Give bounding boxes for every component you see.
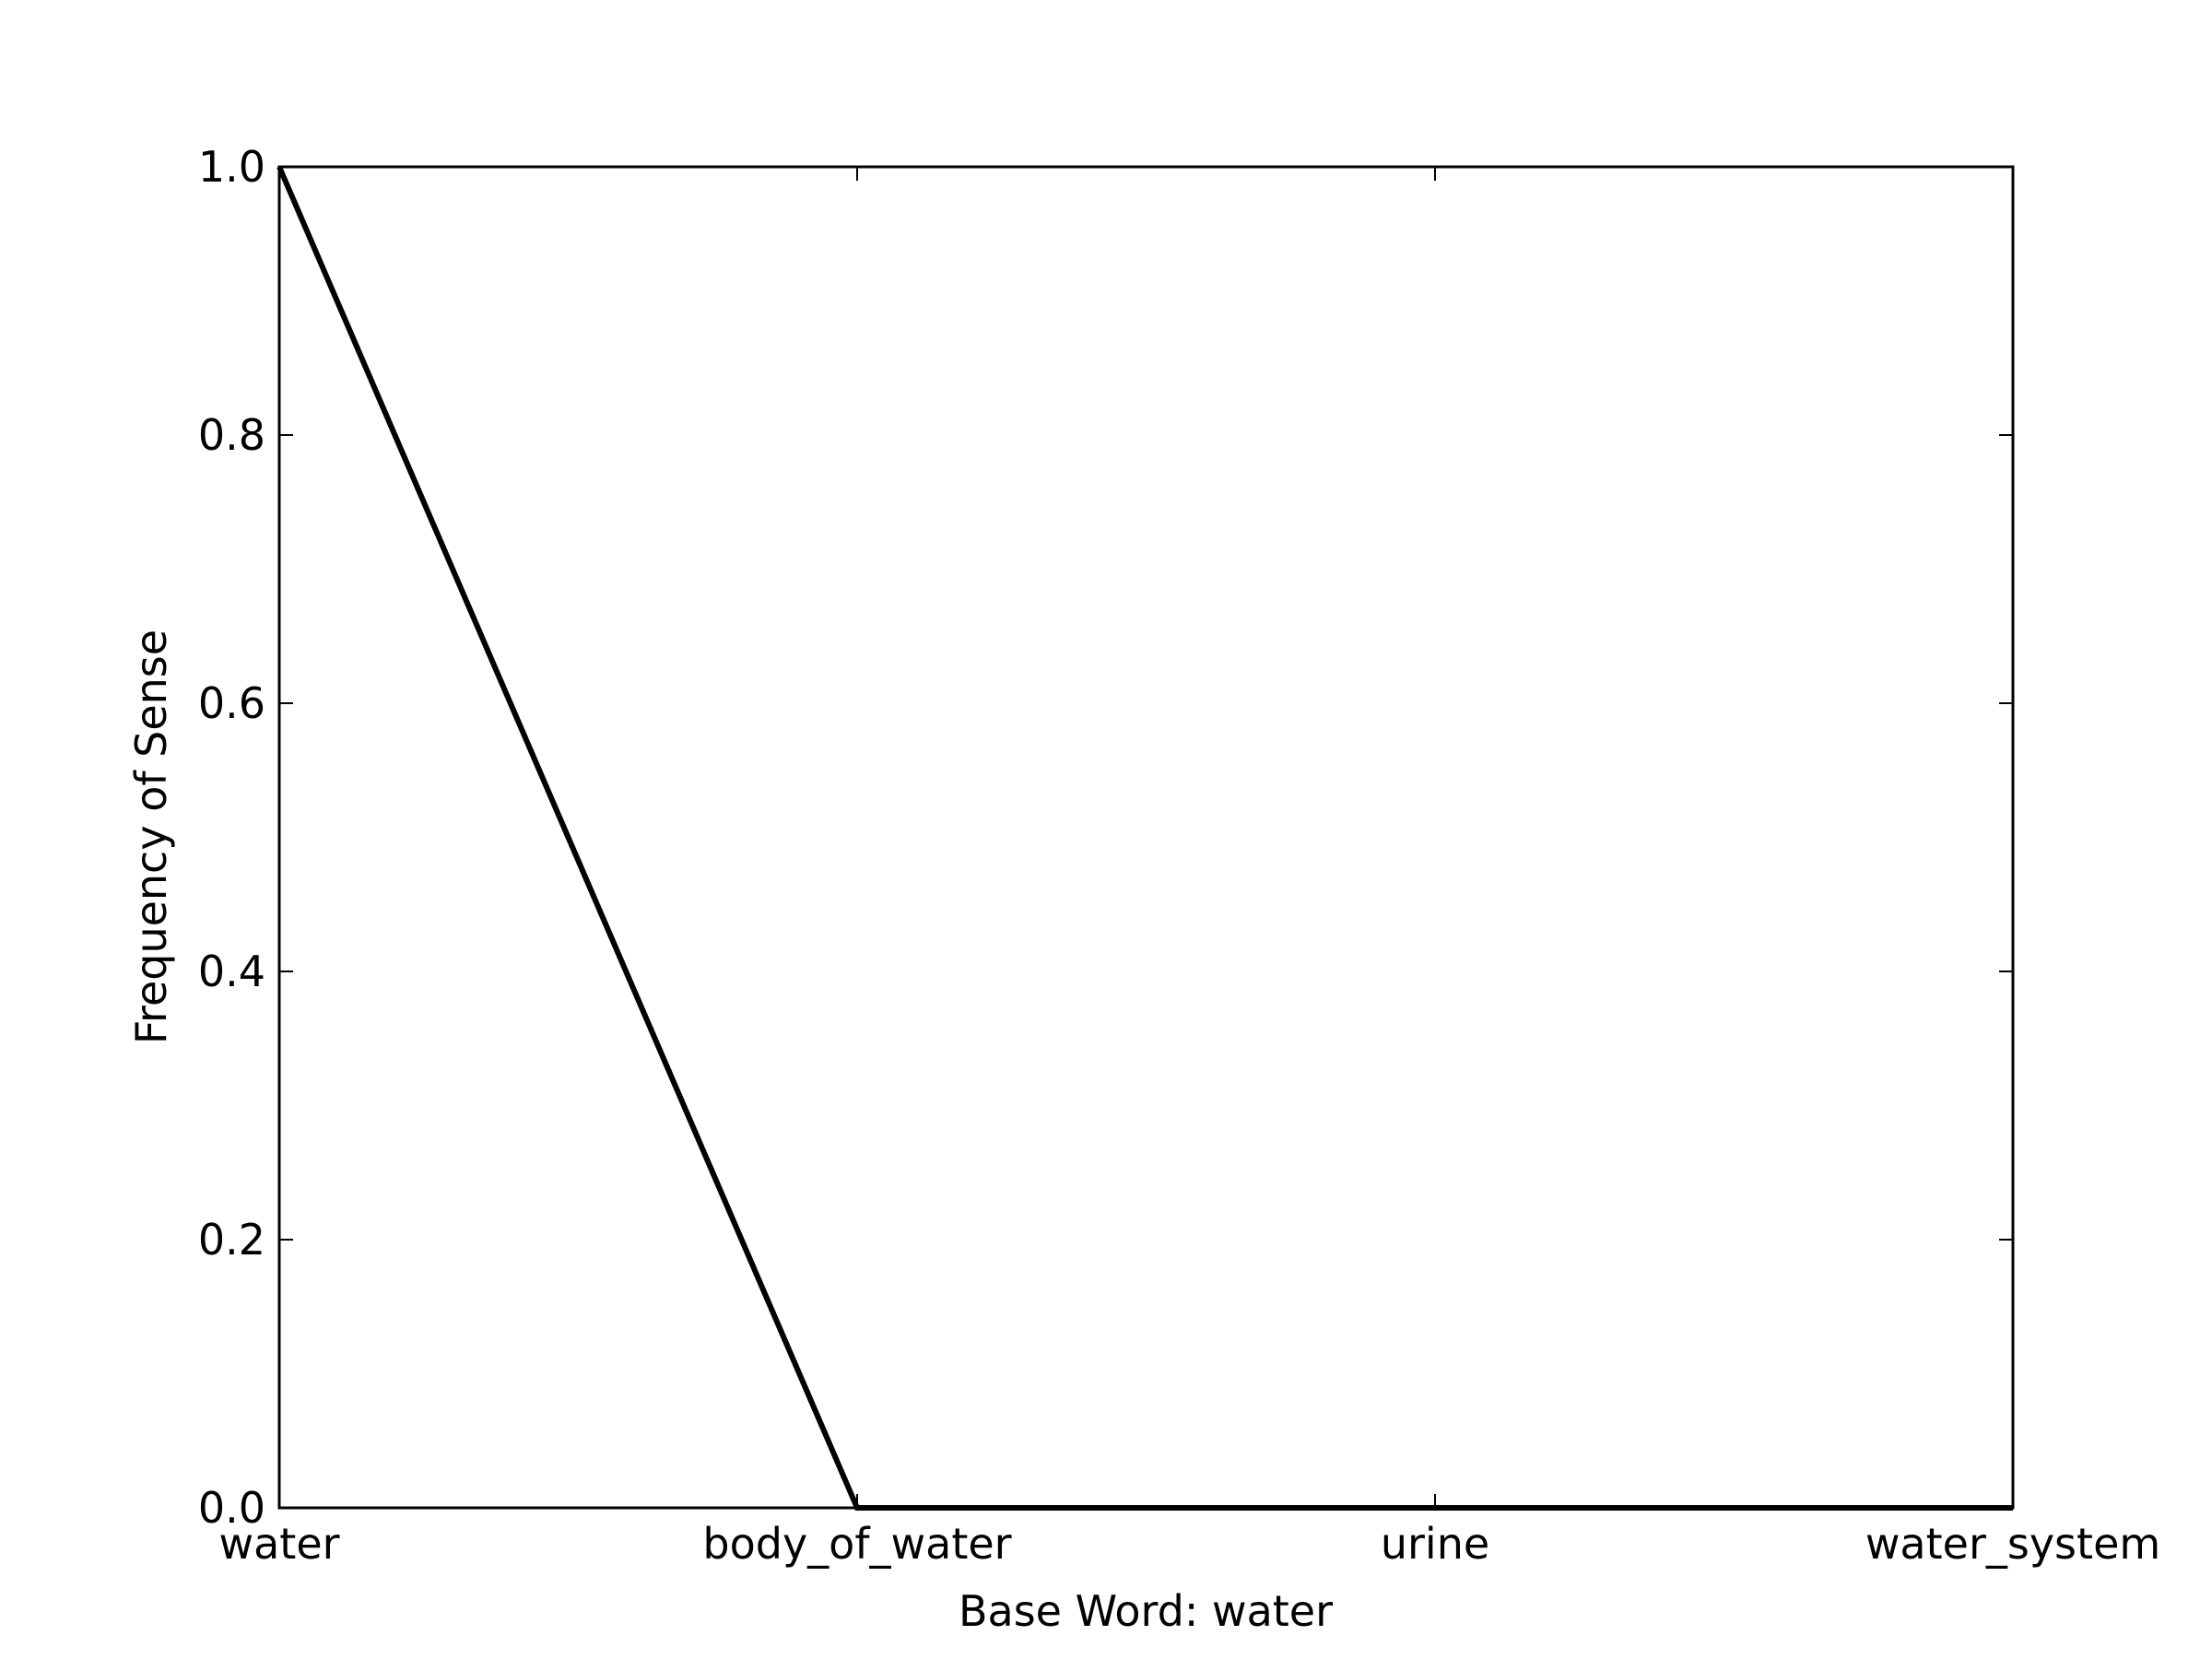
series-group	[276, 165, 2013, 1511]
x-tick-label: water_system	[1865, 1519, 2160, 1569]
y-tick-label: 1.0	[198, 142, 265, 192]
y-tick-label: 0.2	[198, 1215, 265, 1265]
ticks-group	[278, 166, 2014, 1509]
x-tick-label: body_of_water	[702, 1519, 1011, 1569]
x-axis-label: Base Word: water	[959, 1586, 1333, 1636]
y-tick-label: 0.6	[198, 678, 265, 728]
y-axis-label: Frequency of Sense	[126, 629, 176, 1044]
x-tick-label: urine	[1381, 1519, 1489, 1569]
plot-frame	[277, 165, 2015, 1510]
y-tick-label: 0.0	[198, 1483, 265, 1533]
x-tick-label: water	[218, 1519, 339, 1569]
y-tick-label: 0.8	[198, 410, 265, 460]
y-tick-label: 0.4	[198, 947, 265, 996]
series-line	[276, 165, 2013, 1511]
labels-group: water body_of_water urine water_system 0.0 0.…	[198, 142, 2160, 1569]
